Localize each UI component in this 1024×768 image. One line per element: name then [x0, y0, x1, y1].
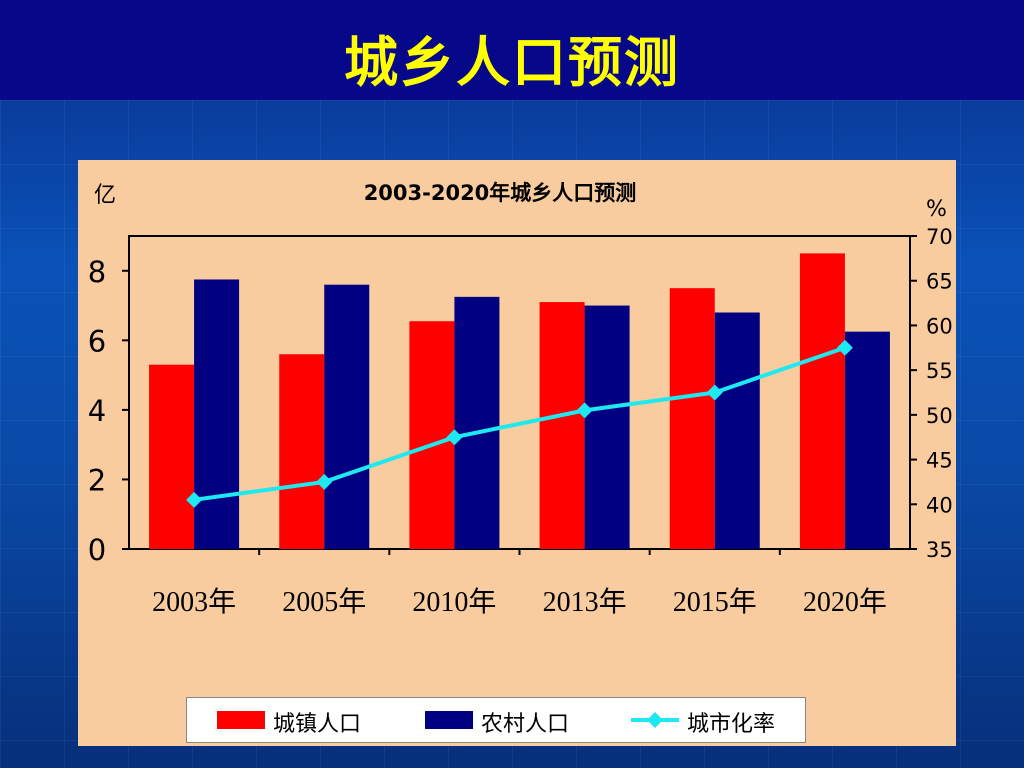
- right-axis-tick-label: 35: [926, 538, 953, 562]
- right-axis-unit: %: [926, 197, 947, 222]
- bar-rural: [714, 312, 760, 549]
- right-axis-tick-label: 50: [926, 404, 953, 428]
- bar-urban: [279, 354, 325, 549]
- x-axis-tick-label: 2020年: [803, 586, 887, 618]
- urbanization-rate-point: [316, 473, 333, 490]
- x-axis-tick-label: 2013年: [543, 586, 627, 618]
- chart-svg: 2003-2020年城乡人口预测 亿% 0 2 4 6 8 35 40 45 50 55 60 65 70 2…: [88, 181, 953, 618]
- right-axis-tick-label: 40: [926, 493, 953, 517]
- urbanization-rate-point: [706, 384, 723, 401]
- chart-title: 2003-2020年城乡人口预测: [364, 181, 637, 205]
- urbanization-rate-point: [186, 491, 203, 508]
- legend-label-urban: 城镇人口: [273, 712, 362, 737]
- legend-label-urbanization: 城市化率: [687, 712, 776, 737]
- left-axis-tick-label: 6: [88, 324, 106, 358]
- x-axis-tick-label: 2015年: [673, 586, 757, 618]
- left-axis-tick-label: 0: [88, 533, 106, 567]
- left-axis-tick-label: 2: [88, 463, 106, 497]
- legend-label-rural: 农村人口: [481, 712, 570, 737]
- bar-rural: [844, 331, 890, 549]
- page-title: 城乡人口预测: [344, 31, 680, 94]
- chart-panel: 2003-2020年城乡人口预测 亿% 0 2 4 6 8 35 40 45 50 55 60 65 70 2…: [78, 160, 956, 746]
- left-axis-unit: 亿: [94, 183, 116, 208]
- x-axis-tick-label: 2005年: [282, 586, 366, 618]
- bar-urban: [539, 302, 585, 549]
- bar-urban: [409, 321, 455, 549]
- right-axis-tick-label: 45: [926, 449, 953, 473]
- legend-swatch-rural: [425, 711, 473, 729]
- x-axis-tick-label: 2010年: [412, 586, 496, 618]
- legend-swatch-urbanization: [631, 712, 679, 728]
- bar-rural: [194, 279, 240, 549]
- urbanization-rate-point: [576, 402, 593, 419]
- bar-rural: [454, 296, 500, 549]
- title-bar: 城乡人口预测: [0, 0, 1024, 100]
- left-axis-tick-label: 8: [88, 255, 106, 289]
- chart-legend: 城镇人口 农村人口 城市化率: [186, 697, 806, 743]
- legend-swatch-urban: [217, 711, 265, 729]
- bar-urban: [149, 364, 195, 549]
- urbanization-rate-point: [446, 429, 463, 446]
- urbanization-rate-point: [836, 339, 853, 356]
- bar-urban: [669, 288, 715, 549]
- plot-frame: [128, 235, 911, 550]
- right-axis-tick-label: 65: [926, 270, 953, 294]
- x-axis-tick-label: 2003年: [152, 586, 236, 618]
- bar-rural: [584, 305, 630, 549]
- right-axis-tick-label: 70: [926, 225, 953, 249]
- right-axis-tick-label: 60: [926, 314, 953, 338]
- urbanization-rate-line: [193, 345, 846, 502]
- bar-urban: [799, 253, 845, 549]
- right-axis-tick-label: 55: [926, 359, 953, 383]
- left-axis-tick-label: 4: [88, 394, 106, 428]
- bar-rural: [324, 284, 370, 549]
